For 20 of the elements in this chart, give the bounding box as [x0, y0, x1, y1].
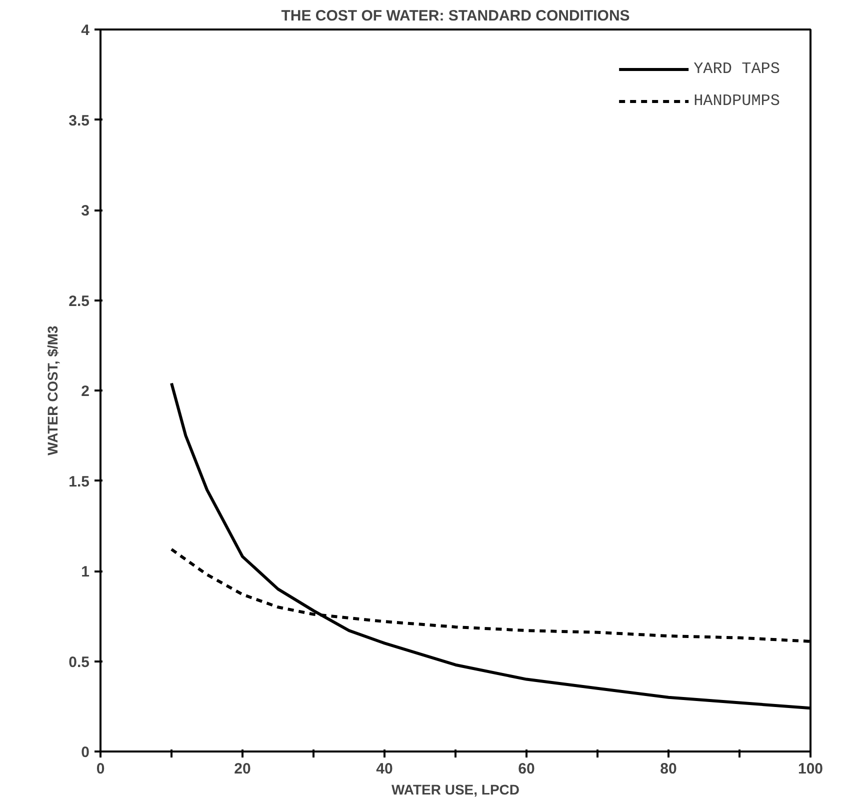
legend-label: YARD TAPS	[694, 60, 780, 78]
y-tick-label: 0.5	[68, 654, 90, 671]
y-tick-label: 2	[81, 383, 90, 400]
y-tick-label: 2.5	[68, 292, 90, 310]
chart-title: THE COST OF WATER: STANDARD CONDITIONS	[281, 8, 630, 24]
x-tick-label: 40	[376, 760, 393, 778]
x-tick-label: 20	[234, 760, 251, 778]
y-tick-label: 1	[81, 564, 90, 580]
y-tick-label: 1.5	[68, 473, 90, 490]
y-axis-title: WATER COST, $/M3	[44, 325, 61, 456]
x-tick-label: 100	[798, 760, 824, 778]
y-tick-label: 0	[81, 744, 90, 761]
x-axis-title: WATER USE, LPCD	[391, 782, 520, 798]
y-tick-label: 3	[81, 202, 90, 220]
x-tick-label: 80	[660, 760, 677, 778]
y-tick-label: 3.5	[68, 112, 90, 130]
legend-label: HANDPUMPS	[694, 92, 780, 110]
y-tick-label: 4	[81, 22, 90, 39]
x-tick-label: 0	[96, 760, 105, 778]
x-tick-label: 60	[518, 760, 535, 778]
